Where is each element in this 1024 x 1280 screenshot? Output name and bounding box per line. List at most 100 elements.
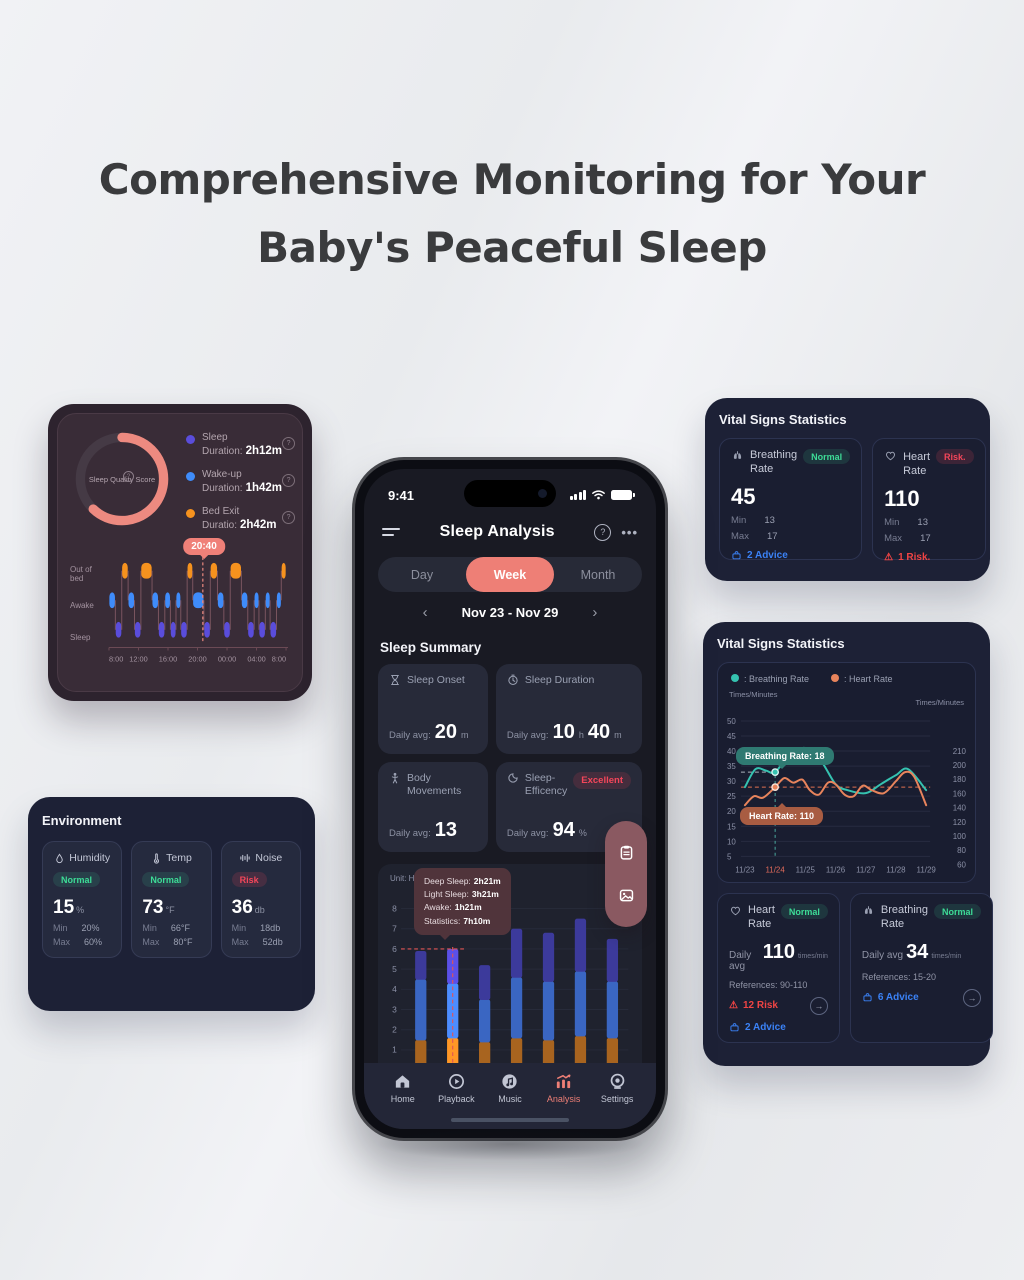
svg-text:12:00: 12:00 — [129, 654, 147, 663]
noise-label: Noise — [255, 852, 283, 864]
analysis-icon — [554, 1072, 573, 1091]
next-week-chevron-icon[interactable]: › — [592, 604, 598, 621]
avg-value: 20 — [434, 721, 457, 743]
status-badge: Normal — [780, 904, 828, 920]
svg-text:20:00: 20:00 — [188, 654, 206, 663]
avg-value-mins: 40 — [587, 721, 611, 743]
legend-item-bedexit: Bed Exit Duratio: 2h42m ? — [186, 505, 296, 533]
help-icon[interactable]: ? — [282, 473, 296, 487]
advice-link[interactable]: 2 Advice — [729, 1022, 786, 1033]
dynamic-island — [464, 480, 556, 507]
avg-label: Daily avg: — [389, 828, 431, 839]
advice-link[interactable]: 6 Advice — [862, 992, 919, 1003]
status-badge: Normal — [934, 904, 982, 920]
home-indicator[interactable] — [451, 1118, 569, 1122]
page-title-line2: Baby's Peaceful Sleep — [257, 223, 767, 273]
legend-label: Bed Exit — [202, 505, 240, 517]
heart-icon — [729, 904, 742, 917]
svg-text:60: 60 — [957, 860, 966, 869]
time-marker-tooltip: 20:40 — [183, 537, 225, 555]
humidity-tile: Humidity Normal 15% Min 20% Max 60% — [42, 841, 123, 958]
temperature-tile: Temp Normal 73 °F Min 66°F Max 80°F — [131, 841, 212, 958]
advice-bag-icon — [731, 550, 742, 561]
legend-label: Wake-up — [202, 468, 242, 480]
timer-icon — [507, 674, 519, 686]
svg-text:5: 5 — [392, 964, 397, 974]
droplet-icon — [54, 853, 65, 864]
advice-link[interactable]: 2 Advice — [731, 550, 850, 561]
menu-icon[interactable] — [382, 528, 400, 536]
snapshot-button[interactable] — [614, 883, 639, 908]
prev-week-chevron-icon[interactable]: ‹ — [422, 604, 428, 621]
nav-playback[interactable]: Playback — [430, 1072, 484, 1129]
svg-text:200: 200 — [953, 761, 966, 770]
vitals-legend: : Breathing Rate : Heart Rate — [731, 674, 966, 684]
temperature-value: 73 °F — [142, 896, 175, 918]
help-icon[interactable]: ? — [282, 437, 296, 450]
tab-month[interactable]: Month — [554, 557, 642, 592]
page-title-line1: Comprehensive Monitoring for Your — [98, 155, 926, 204]
more-icon[interactable]: ••• — [621, 524, 638, 540]
avg-unit: % — [578, 828, 587, 838]
legend-value: 2h12m — [245, 445, 283, 457]
row-label-awake: Awake — [70, 600, 94, 610]
vital-signs-title: Vital Signs Statistics — [719, 412, 847, 427]
heart-rate-value: 110 — [884, 485, 920, 511]
phone-screen: 9:41 Sleep Analysis ? ••• Day W — [364, 469, 656, 1129]
vitals-chart-panel: : Breathing Rate : Heart Rate Times/Minu… — [717, 662, 976, 884]
svg-text:8:00: 8:00 — [109, 654, 123, 663]
svg-text:11/29: 11/29 — [917, 865, 937, 874]
risk-link[interactable]: ⚠ 12 Risk — [729, 1000, 778, 1012]
nav-home[interactable]: Home — [376, 1072, 430, 1129]
svg-text:120: 120 — [953, 818, 966, 827]
hypnogram-chart: Out of bed Awake Sleep 20:40 8:00 12:00 16… — [70, 537, 290, 669]
risk-link[interactable]: ⚠ 1 Risk. — [884, 551, 931, 563]
floating-actions — [605, 821, 647, 927]
legend-sublabel: Duratio: — [202, 519, 238, 531]
status-bar: 9:41 — [364, 469, 656, 507]
sleep-quality-gauge: ? Sleep Quality Score — [70, 427, 174, 531]
svg-text:20: 20 — [727, 807, 736, 816]
phone-mockup: 9:41 Sleep Analysis ? ••• Day W — [352, 457, 668, 1161]
svg-text:35: 35 — [727, 762, 736, 771]
help-icon[interactable]: ? — [282, 510, 296, 524]
advice-bag-icon — [729, 1022, 740, 1033]
svg-text:2: 2 — [392, 1025, 397, 1035]
max-value: 60% — [84, 936, 103, 947]
svg-text:160: 160 — [953, 789, 966, 798]
noise-tile: Noise Risk 36 db Min 18db Max 52db — [220, 841, 301, 958]
report-button[interactable] — [614, 840, 639, 865]
arrow-icon[interactable]: → — [963, 988, 982, 1007]
tile-name: Heart Rate — [748, 904, 775, 931]
status-badge: Normal — [803, 449, 851, 464]
legend-dot-breathing — [731, 674, 739, 682]
nav-settings[interactable]: Settings — [590, 1072, 644, 1129]
weekly-sleep-bars-svg: 1 2 3 4 5 6 7 8 — [392, 903, 629, 1074]
sleep-quality-score-label: Sleep Quality Score — [88, 475, 156, 485]
nav-music[interactable]: Music — [483, 1072, 537, 1129]
svg-text:45: 45 — [727, 732, 736, 741]
legend-sublabel: Duration: — [202, 482, 243, 494]
svg-text:30: 30 — [727, 777, 736, 786]
svg-text:16:00: 16:00 — [159, 654, 177, 663]
tab-week[interactable]: Week — [466, 557, 554, 592]
legend-dot-heart — [831, 674, 840, 682]
date-navigation: ‹ Nov 23 - Nov 29 › — [364, 605, 656, 620]
nav-analysis[interactable]: Analysis — [537, 1072, 591, 1129]
environment-card: Environment Humidity Normal 15% Min 20% M… — [28, 797, 315, 1011]
tab-day[interactable]: Day — [378, 557, 466, 592]
vital-signs-top-card: Vital Signs Statistics Breathing Rate Nor… — [705, 398, 990, 581]
warning-icon: ⚠ — [884, 551, 894, 563]
sleep-summary-title: Sleep Summary — [380, 640, 482, 655]
arrow-icon[interactable]: → — [809, 996, 828, 1015]
legend-value: 2h42m — [240, 518, 277, 531]
help-icon[interactable]: ? — [123, 471, 134, 483]
legend-dot-sleep — [186, 435, 195, 444]
svg-text:04:00: 04:00 — [247, 654, 265, 663]
svg-text:25: 25 — [727, 792, 736, 801]
status-badge: Normal — [53, 872, 101, 887]
avg-label: Daily avg: — [506, 730, 549, 741]
help-icon[interactable]: ? — [594, 523, 612, 541]
vitals-lines-svg: 50 45 40 35 30 25 20 15 10 5 210 200 180 160 140 120 100… — [727, 717, 966, 874]
max-value: 80°F — [173, 936, 193, 947]
